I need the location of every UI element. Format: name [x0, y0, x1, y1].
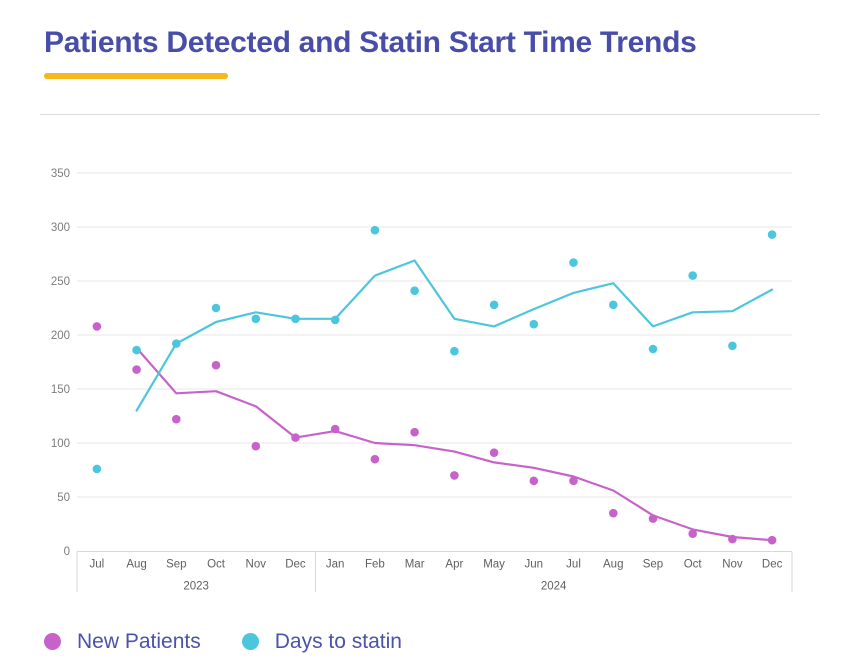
data-point-new-patients: [450, 471, 459, 480]
page-title: Patients Detected and Statin Start Time …: [44, 26, 697, 59]
y-tick-label: 350: [51, 168, 70, 180]
data-point-days-to-statin: [767, 230, 777, 239]
x-tick-label-month: Nov: [722, 559, 743, 571]
x-tick-label-month: Oct: [684, 559, 703, 571]
x-tick-label-month: Aug: [603, 559, 623, 571]
x-tick-label-month: Oct: [207, 559, 226, 571]
x-tick-label-month: Aug: [126, 559, 146, 571]
x-tick-label-year: 2023: [183, 581, 209, 593]
x-tick-label-month: Sep: [166, 559, 186, 571]
data-point-new-patients: [251, 441, 261, 451]
x-tick-label-month: Jan: [326, 559, 345, 571]
x-tick-label-month: Jul: [90, 559, 105, 571]
legend-label: New Patients: [77, 630, 201, 653]
x-tick-label-month: Apr: [445, 559, 463, 571]
data-point-days-to-statin: [291, 314, 300, 324]
x-tick-label-month: Mar: [405, 559, 425, 571]
data-point-days-to-statin: [609, 300, 618, 310]
y-tick-label: 150: [51, 384, 70, 396]
header-divider: [40, 114, 820, 115]
trend-line-days-to-statin: [135, 259, 774, 412]
y-tick-label: 300: [51, 222, 70, 234]
x-tick-label-month: Sep: [643, 559, 663, 571]
data-point-new-patients: [728, 534, 737, 544]
data-point-new-patients: [330, 424, 340, 434]
data-point-days-to-statin: [450, 346, 459, 356]
data-point-days-to-statin: [211, 303, 221, 313]
data-point-new-patients: [648, 514, 658, 523]
data-point-days-to-statin: [370, 225, 380, 235]
trend-line-new-patients: [135, 346, 774, 542]
data-point-days-to-statin: [489, 300, 499, 310]
y-tick-label: 250: [51, 276, 70, 288]
data-point-days-to-statin: [132, 345, 141, 355]
x-tick-label-year: 2024: [541, 581, 567, 593]
data-point-new-patients: [92, 322, 102, 331]
new-patients-legend-dot-icon: [44, 633, 61, 650]
data-point-new-patients: [688, 529, 697, 538]
legend-item-days-to-statin[interactable]: Days to statin: [241, 630, 402, 653]
x-tick-label-month: Dec: [285, 559, 306, 571]
data-point-new-patients: [132, 365, 141, 374]
data-point-days-to-statin: [330, 315, 340, 325]
data-point-days-to-statin: [728, 341, 737, 351]
data-point-days-to-statin: [172, 339, 181, 348]
legend-label: Days to statin: [274, 630, 402, 653]
y-tick-label: 100: [51, 438, 70, 450]
data-point-new-patients: [291, 433, 300, 442]
data-point-days-to-statin: [688, 271, 697, 280]
data-point-days-to-statin: [251, 314, 261, 324]
x-tick-label-month: May: [483, 559, 505, 571]
y-tick-label: 0: [64, 546, 70, 558]
data-point-new-patients: [529, 476, 539, 486]
legend-item-new-patients[interactable]: New Patients: [44, 631, 201, 652]
data-point-new-patients: [410, 427, 419, 437]
title-underline-accent: [44, 73, 228, 79]
x-tick-label-month: Dec: [762, 559, 783, 571]
data-point-days-to-statin: [529, 319, 539, 329]
data-point-new-patients: [211, 360, 221, 370]
data-point-new-patients: [370, 454, 380, 464]
data-point-new-patients: [767, 535, 777, 545]
days-to-statin-legend-dot-icon: [241, 633, 259, 650]
data-point-days-to-statin: [648, 344, 658, 354]
y-tick-label: 50: [57, 492, 70, 504]
y-tick-label: 200: [51, 330, 70, 342]
x-tick-label-month: Feb: [365, 559, 385, 571]
x-tick-label-month: Jul: [566, 559, 581, 571]
data-point-new-patients: [609, 508, 618, 518]
data-point-new-patients: [489, 448, 499, 458]
data-point-days-to-statin: [92, 464, 102, 474]
data-point-days-to-statin: [410, 286, 419, 296]
x-tick-label-month: Jun: [525, 559, 544, 571]
chart-legend: New Patients Days to statin: [44, 631, 402, 652]
data-point-new-patients: [172, 414, 181, 424]
x-tick-label-month: Nov: [246, 559, 267, 571]
data-point-days-to-statin: [569, 258, 578, 267]
data-point-new-patients: [569, 476, 578, 486]
